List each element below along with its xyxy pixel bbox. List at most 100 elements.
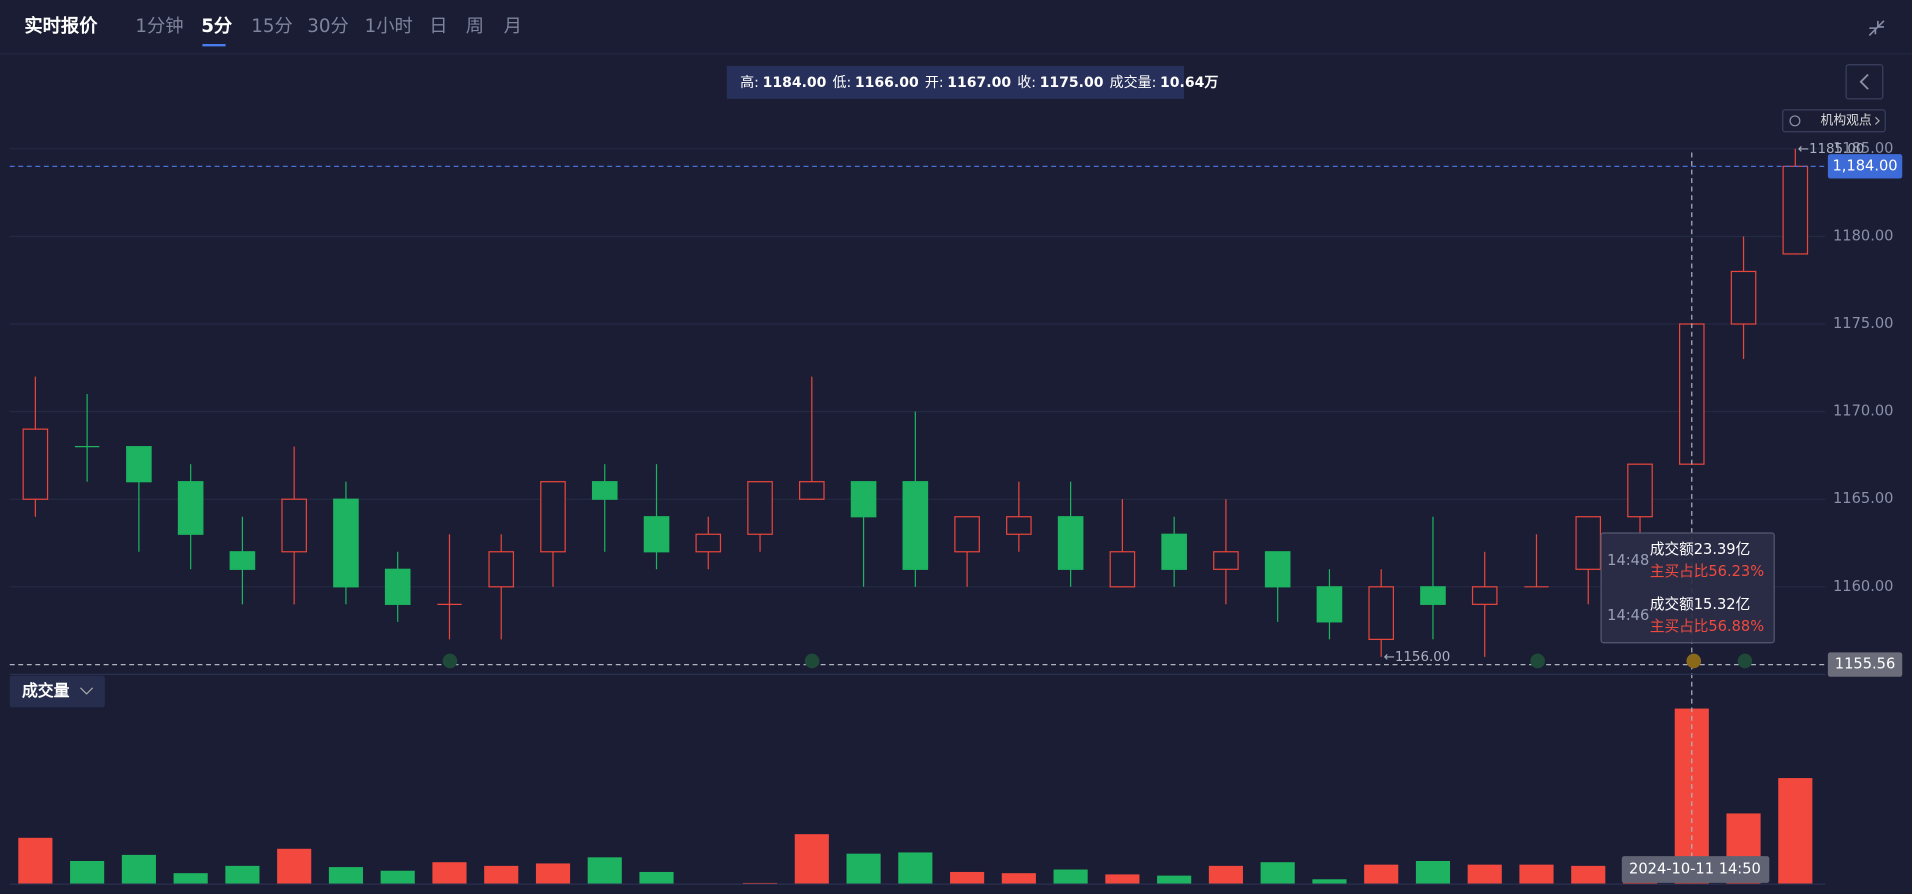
info-value: 1184.00 bbox=[763, 75, 827, 91]
volume-bar bbox=[173, 873, 208, 885]
opinion-chevron bbox=[1874, 116, 1880, 125]
time-tag bbox=[1621, 856, 1770, 883]
last-price-tag bbox=[1827, 154, 1903, 179]
tooltip-amount: 成交额23.39亿 bbox=[1650, 540, 1750, 558]
info-label: 开: bbox=[925, 75, 944, 91]
tooltip-ratio: 主买占比56.23% bbox=[1650, 563, 1764, 580]
volume-bar bbox=[1778, 778, 1813, 885]
candle-body bbox=[1109, 551, 1136, 588]
volume-bar bbox=[950, 871, 985, 885]
tab[interactable]: 日 bbox=[429, 16, 447, 37]
volume-bar bbox=[1571, 865, 1606, 885]
y-tick-label: 1175.00 bbox=[1833, 315, 1893, 332]
volume-bar bbox=[225, 865, 260, 885]
info-value: 1166.00 bbox=[855, 75, 919, 91]
high-marker: ←1185.00 bbox=[1798, 142, 1865, 157]
volume-chevron bbox=[80, 687, 94, 695]
y-tick-label: 1160.00 bbox=[1833, 578, 1893, 595]
info-box bbox=[726, 65, 1185, 99]
volume-bar bbox=[794, 834, 829, 885]
candle-body bbox=[333, 498, 359, 588]
candle-body bbox=[488, 551, 515, 588]
time-tag-text: 2024-10-11 14:50 bbox=[1629, 861, 1761, 878]
candle-body bbox=[643, 516, 670, 553]
info-label: 收: bbox=[1017, 75, 1036, 91]
candle-body bbox=[384, 568, 411, 605]
y-tick-label: 1165.00 bbox=[1833, 490, 1893, 507]
candle-body bbox=[1368, 586, 1395, 640]
candle-body bbox=[850, 481, 877, 518]
candle-body bbox=[1057, 516, 1084, 570]
candle-body bbox=[1782, 165, 1809, 255]
last-price-text: 1,184.00 bbox=[1832, 157, 1897, 174]
tooltip: 14:48 成交额23.39亿 主买占比56.23% 14:46 成交额15.3… bbox=[1600, 532, 1775, 644]
volume-bar bbox=[898, 852, 933, 885]
volume-bar bbox=[535, 863, 571, 885]
side-button[interactable] bbox=[1845, 64, 1884, 100]
volume-bar bbox=[846, 853, 881, 885]
volume-bar bbox=[121, 854, 156, 885]
volume-bar bbox=[277, 848, 312, 885]
opinion-icon bbox=[1789, 115, 1801, 127]
candle-body bbox=[540, 481, 566, 553]
y-tick-label: 1180.00 bbox=[1833, 227, 1893, 244]
opinion-text: 机构观点 bbox=[1821, 113, 1872, 128]
crosshair-tag bbox=[1827, 652, 1903, 677]
signal-icons bbox=[442, 653, 1753, 669]
volume-bar bbox=[1467, 864, 1502, 885]
tab[interactable]: 月 bbox=[504, 16, 522, 37]
info-label: 高: bbox=[740, 74, 759, 91]
volume-bar bbox=[1260, 862, 1295, 885]
candle-body bbox=[1575, 516, 1602, 570]
info-label: 低: bbox=[833, 75, 852, 91]
volume-bar bbox=[1364, 864, 1399, 885]
tab[interactable]: 1分钟 bbox=[135, 16, 183, 37]
volume-bar bbox=[484, 865, 519, 885]
volume-button[interactable] bbox=[9, 675, 105, 708]
tab[interactable]: 5分 bbox=[201, 16, 233, 37]
candle-body bbox=[1161, 533, 1187, 570]
tooltip-time: 14:48 bbox=[1607, 552, 1649, 569]
candle-body bbox=[1471, 586, 1498, 605]
collapse-icon[interactable] bbox=[1868, 20, 1885, 37]
volume-bar bbox=[18, 837, 53, 885]
volume-bar bbox=[1157, 875, 1192, 885]
volume-button-text: 成交量 bbox=[22, 681, 70, 700]
low-marker: ←1156.00 bbox=[1384, 650, 1451, 665]
candle-body bbox=[22, 428, 49, 500]
y-tick-label: 1170.00 bbox=[1833, 403, 1893, 420]
candle-body bbox=[799, 481, 825, 500]
candle-body bbox=[1264, 551, 1291, 588]
volume-bar bbox=[1519, 864, 1554, 885]
opinion-button[interactable] bbox=[1782, 109, 1886, 133]
crosshair-price-text: 1155.56 bbox=[1835, 656, 1895, 673]
info-text: 高: 1184.00 低: 1166.00 开: 1167.00 收: 1175.00 成交量:… bbox=[740, 74, 1218, 91]
info-value: 1175.00 bbox=[1040, 75, 1104, 91]
volume-bar bbox=[328, 867, 364, 885]
candle-body bbox=[126, 446, 152, 483]
volume-bar bbox=[432, 862, 467, 885]
volume-bar bbox=[639, 871, 674, 885]
info-value: 10.64万 bbox=[1160, 75, 1218, 91]
volume-bar bbox=[587, 857, 622, 885]
candle-body bbox=[902, 481, 929, 570]
volume-bar bbox=[380, 870, 415, 885]
volume-bar bbox=[1105, 874, 1140, 885]
tab[interactable]: 1小时 bbox=[365, 16, 413, 37]
candle-body bbox=[177, 481, 204, 535]
tooltip-amount: 成交额15.32亿 bbox=[1650, 595, 1750, 613]
volume-bar bbox=[1312, 879, 1347, 885]
candle-body bbox=[1420, 586, 1446, 605]
tab[interactable]: 周 bbox=[466, 16, 484, 37]
candle-body bbox=[695, 533, 722, 553]
tab[interactable]: 15分 bbox=[251, 16, 293, 37]
volume-bar bbox=[1208, 865, 1243, 885]
candle-body bbox=[1730, 270, 1757, 325]
volume-bar bbox=[1001, 873, 1036, 885]
candle-body bbox=[281, 498, 307, 553]
candle-body bbox=[1627, 463, 1653, 518]
tab[interactable]: 30分 bbox=[307, 16, 349, 37]
